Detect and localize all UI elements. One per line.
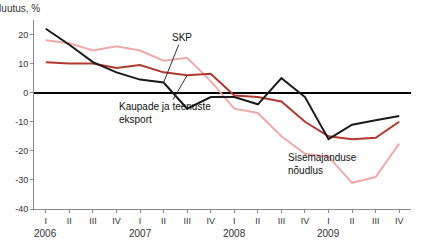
svg-text:I: I	[233, 216, 236, 226]
svg-text:II: II	[255, 216, 260, 226]
svg-text:III: III	[89, 216, 97, 226]
svg-text:-30: -30	[15, 175, 28, 185]
svg-text:Muutus, %: Muutus, %	[0, 3, 40, 14]
svg-text:-40: -40	[15, 204, 28, 214]
svg-text:IV: IV	[206, 216, 215, 226]
svg-text:I: I	[327, 216, 330, 226]
svg-text:Sisemajandusenõudlus: Sisemajandusenõudlus	[288, 152, 357, 176]
svg-text:0: 0	[23, 88, 28, 98]
svg-text:2006: 2006	[34, 228, 57, 239]
svg-text:II: II	[67, 216, 72, 226]
svg-text:SKP: SKP	[172, 32, 192, 43]
svg-text:III: III	[372, 216, 380, 226]
svg-text:II: II	[350, 216, 355, 226]
svg-text:2007: 2007	[129, 228, 152, 239]
svg-text:III: III	[278, 216, 286, 226]
svg-text:2009: 2009	[317, 228, 340, 239]
svg-text:2008: 2008	[223, 228, 246, 239]
svg-text:II: II	[161, 216, 166, 226]
svg-text:10: 10	[18, 59, 28, 69]
svg-text:IV: IV	[112, 216, 121, 226]
svg-text:IV: IV	[395, 216, 404, 226]
svg-text:I: I	[139, 216, 142, 226]
svg-text:IV: IV	[301, 216, 310, 226]
svg-text:20: 20	[18, 30, 28, 40]
svg-text:-10: -10	[15, 117, 28, 127]
svg-text:I: I	[45, 216, 48, 226]
svg-text:Kaupade ja teenusteeksport: Kaupade ja teenusteeksport	[119, 101, 211, 125]
svg-text:-20: -20	[15, 146, 28, 156]
svg-text:III: III	[183, 216, 191, 226]
